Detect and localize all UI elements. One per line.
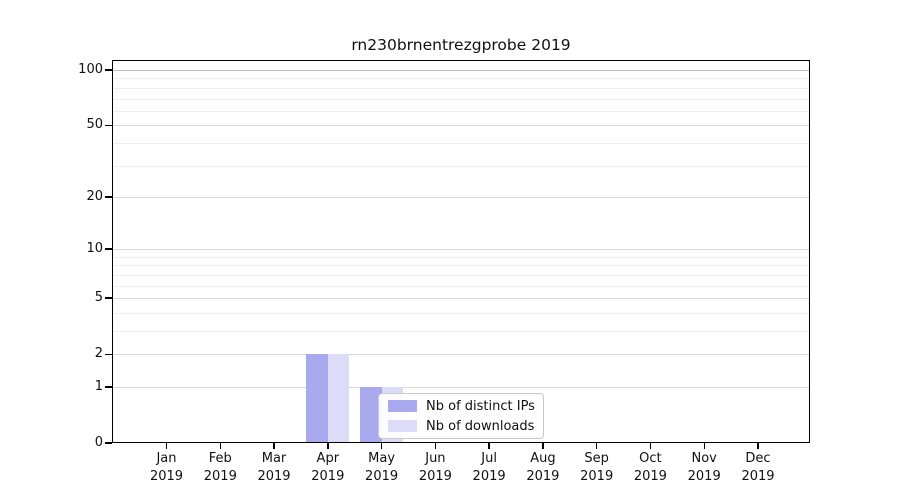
x-tick-label: Jan 2019 (149, 451, 184, 484)
y-tick-label: 100 (78, 62, 103, 77)
minor-gridline (112, 256, 810, 258)
x-tick (649, 443, 652, 449)
y-tick (104, 386, 112, 388)
chart-title: rn230brnentrezgprobe 2019 (351, 36, 571, 54)
y-tick-label: 5 (94, 290, 103, 306)
x-tick (165, 443, 168, 449)
legend-swatch-downloads-icon (388, 420, 417, 432)
x-tick-label: Jun 2019 (418, 451, 452, 484)
y-tick (104, 69, 112, 71)
minor-gridline (112, 98, 810, 100)
y-tick-label: 20 (86, 188, 103, 204)
legend-item-downloads: Nb of downloads (379, 418, 543, 435)
axes-spines (112, 60, 810, 443)
minor-gridline (112, 312, 810, 314)
major-gridline (112, 387, 810, 388)
x-tick-label: Dec 2019 (741, 451, 775, 484)
x-tick (434, 443, 437, 449)
major-gridline (112, 249, 810, 251)
x-tick (273, 443, 275, 449)
minor-gridline (112, 285, 810, 287)
x-tick-label: May 2019 (365, 451, 399, 484)
major-gridline (112, 125, 810, 127)
x-tick (327, 443, 329, 449)
plot-area (112, 60, 810, 443)
bar-distinct-ips-may (360, 387, 382, 443)
x-tick (219, 443, 221, 449)
x-tick-label: Mar 2019 (257, 451, 291, 484)
x-tick (542, 443, 544, 449)
x-tick-label: Aug 2019 (526, 451, 560, 484)
y-tick (104, 297, 112, 299)
major-gridline (112, 354, 810, 356)
y-tick-label: 50 (86, 117, 103, 133)
legend: Nb of distinct IPs Nb of downloads (378, 393, 544, 439)
x-tick (380, 443, 383, 449)
minor-gridline (112, 265, 810, 267)
y-tick (104, 124, 112, 126)
x-tick-label: Oct 2019 (633, 451, 667, 484)
legend-label-downloads: Nb of downloads (426, 418, 535, 434)
y-tick (104, 196, 112, 198)
legend-label-distinct-ips: Nb of distinct IPs (426, 398, 535, 414)
minor-gridline (112, 78, 810, 80)
minor-gridline (112, 331, 810, 332)
y-tick (104, 442, 112, 444)
x-tick-label: Jul 2019 (472, 451, 506, 484)
major-gridline (112, 196, 810, 198)
x-tick (488, 443, 490, 449)
legend-item-distinct-ips: Nb of distinct IPs (379, 398, 543, 415)
legend-swatch-distinct-ips-icon (388, 400, 417, 412)
x-tick (595, 443, 598, 449)
x-tick-label: Sep 2019 (580, 451, 614, 484)
minor-gridline (112, 110, 810, 112)
minor-gridline (112, 87, 810, 89)
major-gridline (112, 298, 810, 300)
y-tick (104, 353, 112, 355)
y-tick-label: 10 (86, 241, 103, 257)
minor-gridline (112, 142, 810, 144)
y-tick-label: 1 (94, 379, 103, 394)
minor-gridline (112, 165, 810, 167)
x-tick-label: Nov 2019 (687, 451, 721, 484)
x-tick (703, 443, 705, 449)
x-tick-label: Feb 2019 (203, 451, 237, 484)
bar-downloads-apr (327, 354, 350, 443)
bar-distinct-ips-apr (306, 354, 328, 443)
y-tick-label: 2 (94, 346, 103, 362)
major-gridline (112, 70, 810, 71)
y-tick-label: 0 (94, 435, 103, 450)
x-tick (757, 443, 759, 449)
y-tick (104, 248, 112, 250)
minor-gridline (112, 274, 810, 276)
x-tick-label: Apr 2019 (311, 451, 345, 484)
